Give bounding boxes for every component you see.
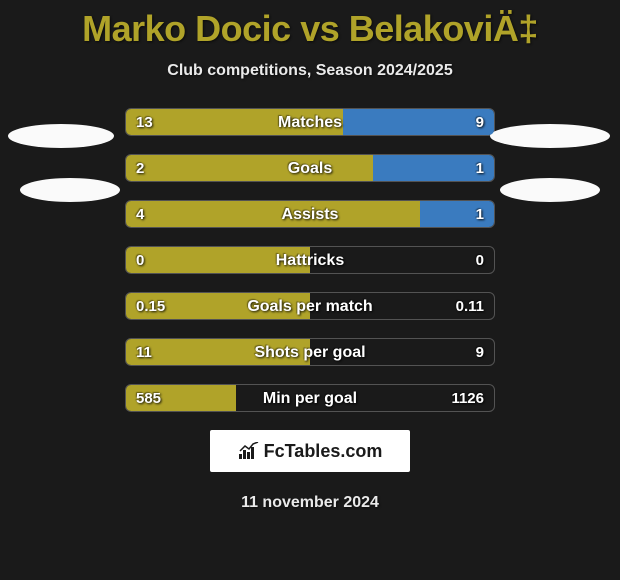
photo-placeholder — [8, 124, 114, 148]
stat-row: 139Matches — [125, 108, 495, 136]
stat-label: Goals per match — [126, 293, 494, 320]
stat-label: Matches — [126, 109, 494, 136]
photo-placeholder — [500, 178, 600, 202]
stat-label: Goals — [126, 155, 494, 182]
stat-row: 0.150.11Goals per match — [125, 292, 495, 320]
stat-row: 21Goals — [125, 154, 495, 182]
stat-label: Min per goal — [126, 385, 494, 412]
stat-label: Hattricks — [126, 247, 494, 274]
stat-label: Assists — [126, 201, 494, 228]
comparison-title: Marko Docic vs BelakoviÄ‡ — [0, 0, 620, 50]
stat-row: 41Assists — [125, 200, 495, 228]
chart-icon — [238, 442, 260, 460]
photo-placeholder — [20, 178, 120, 202]
stat-row: 5851126Min per goal — [125, 384, 495, 412]
stat-row: 119Shots per goal — [125, 338, 495, 366]
site-logo: FcTables.com — [210, 430, 410, 472]
stat-label: Shots per goal — [126, 339, 494, 366]
comparison-subtitle: Club competitions, Season 2024/2025 — [0, 62, 620, 80]
logo-text: FcTables.com — [264, 441, 383, 462]
snapshot-date: 11 november 2024 — [0, 494, 620, 512]
stat-row: 00Hattricks — [125, 246, 495, 274]
stats-panel: 139Matches 21Goals 41Assists 00Hattricks 0.1… — [125, 108, 495, 412]
photo-placeholder — [490, 124, 610, 148]
